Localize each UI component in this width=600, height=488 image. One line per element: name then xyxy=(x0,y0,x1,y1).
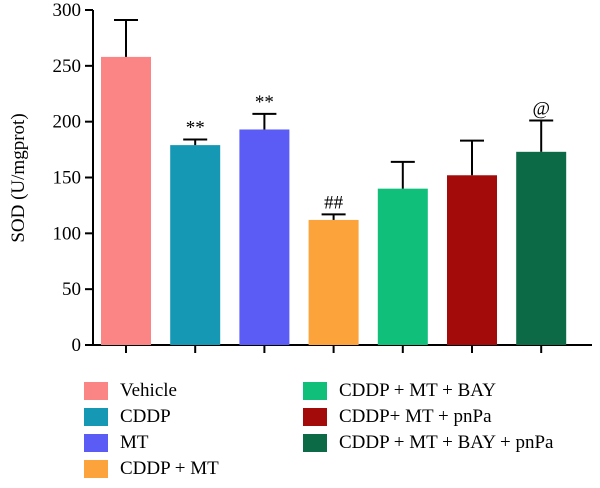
y-tick-label: 0 xyxy=(72,335,82,356)
y-tick-label: 50 xyxy=(62,279,81,300)
legend-swatch xyxy=(84,434,108,452)
legend-swatch xyxy=(303,382,327,400)
bars: ** ** ## @ xyxy=(101,19,567,346)
y-tick-label: 150 xyxy=(53,168,82,189)
legend-label: CDDP + MT xyxy=(120,458,219,479)
legend-item-2: CDDP xyxy=(84,406,171,428)
y-axis-title: SOD (U/mgprot) xyxy=(8,113,29,242)
y-tick-label: 300 xyxy=(53,0,82,21)
significance-mark-2: ** xyxy=(186,118,205,139)
legend-item-1: Vehicle xyxy=(84,380,177,402)
legend-swatch xyxy=(84,408,108,426)
bar-5 xyxy=(377,188,428,345)
legend-label: CDDP + MT + BAY xyxy=(339,380,496,401)
legend-label: CDDP + MT + BAY + pnPa xyxy=(339,432,554,453)
legend-swatch xyxy=(303,408,327,426)
bar-6 xyxy=(447,175,497,345)
y-tick-label: 250 xyxy=(53,56,82,77)
legend-swatch xyxy=(84,460,108,478)
significance-mark-4: ## xyxy=(324,192,344,213)
bar-7 xyxy=(516,151,567,345)
legend-label: Vehicle xyxy=(120,380,177,401)
bar-3 xyxy=(239,129,290,345)
legend-label: MT xyxy=(120,432,149,453)
legend-label: CDDP xyxy=(120,406,171,427)
bar-2 xyxy=(170,145,221,345)
legend-swatch xyxy=(303,434,327,452)
legend-item-5: CDDP + MT + BAY xyxy=(303,380,496,402)
y-tick-label: 100 xyxy=(53,223,82,244)
legend-label: CDDP+ MT + pnPa xyxy=(339,406,492,427)
significance-mark-7: @ xyxy=(532,99,550,120)
y-tick-label: 200 xyxy=(53,112,82,133)
bar-1 xyxy=(101,56,151,346)
legend-item-7: CDDP + MT + BAY + pnPa xyxy=(303,432,553,454)
legend-item-3: MT xyxy=(84,432,149,454)
significance-mark-3: ** xyxy=(255,92,274,113)
legend-swatch xyxy=(84,382,108,400)
legend-item-4: CDDP + MT xyxy=(84,458,219,480)
bar-4 xyxy=(308,219,359,345)
legend-item-6: CDDP+ MT + pnPa xyxy=(303,406,492,428)
